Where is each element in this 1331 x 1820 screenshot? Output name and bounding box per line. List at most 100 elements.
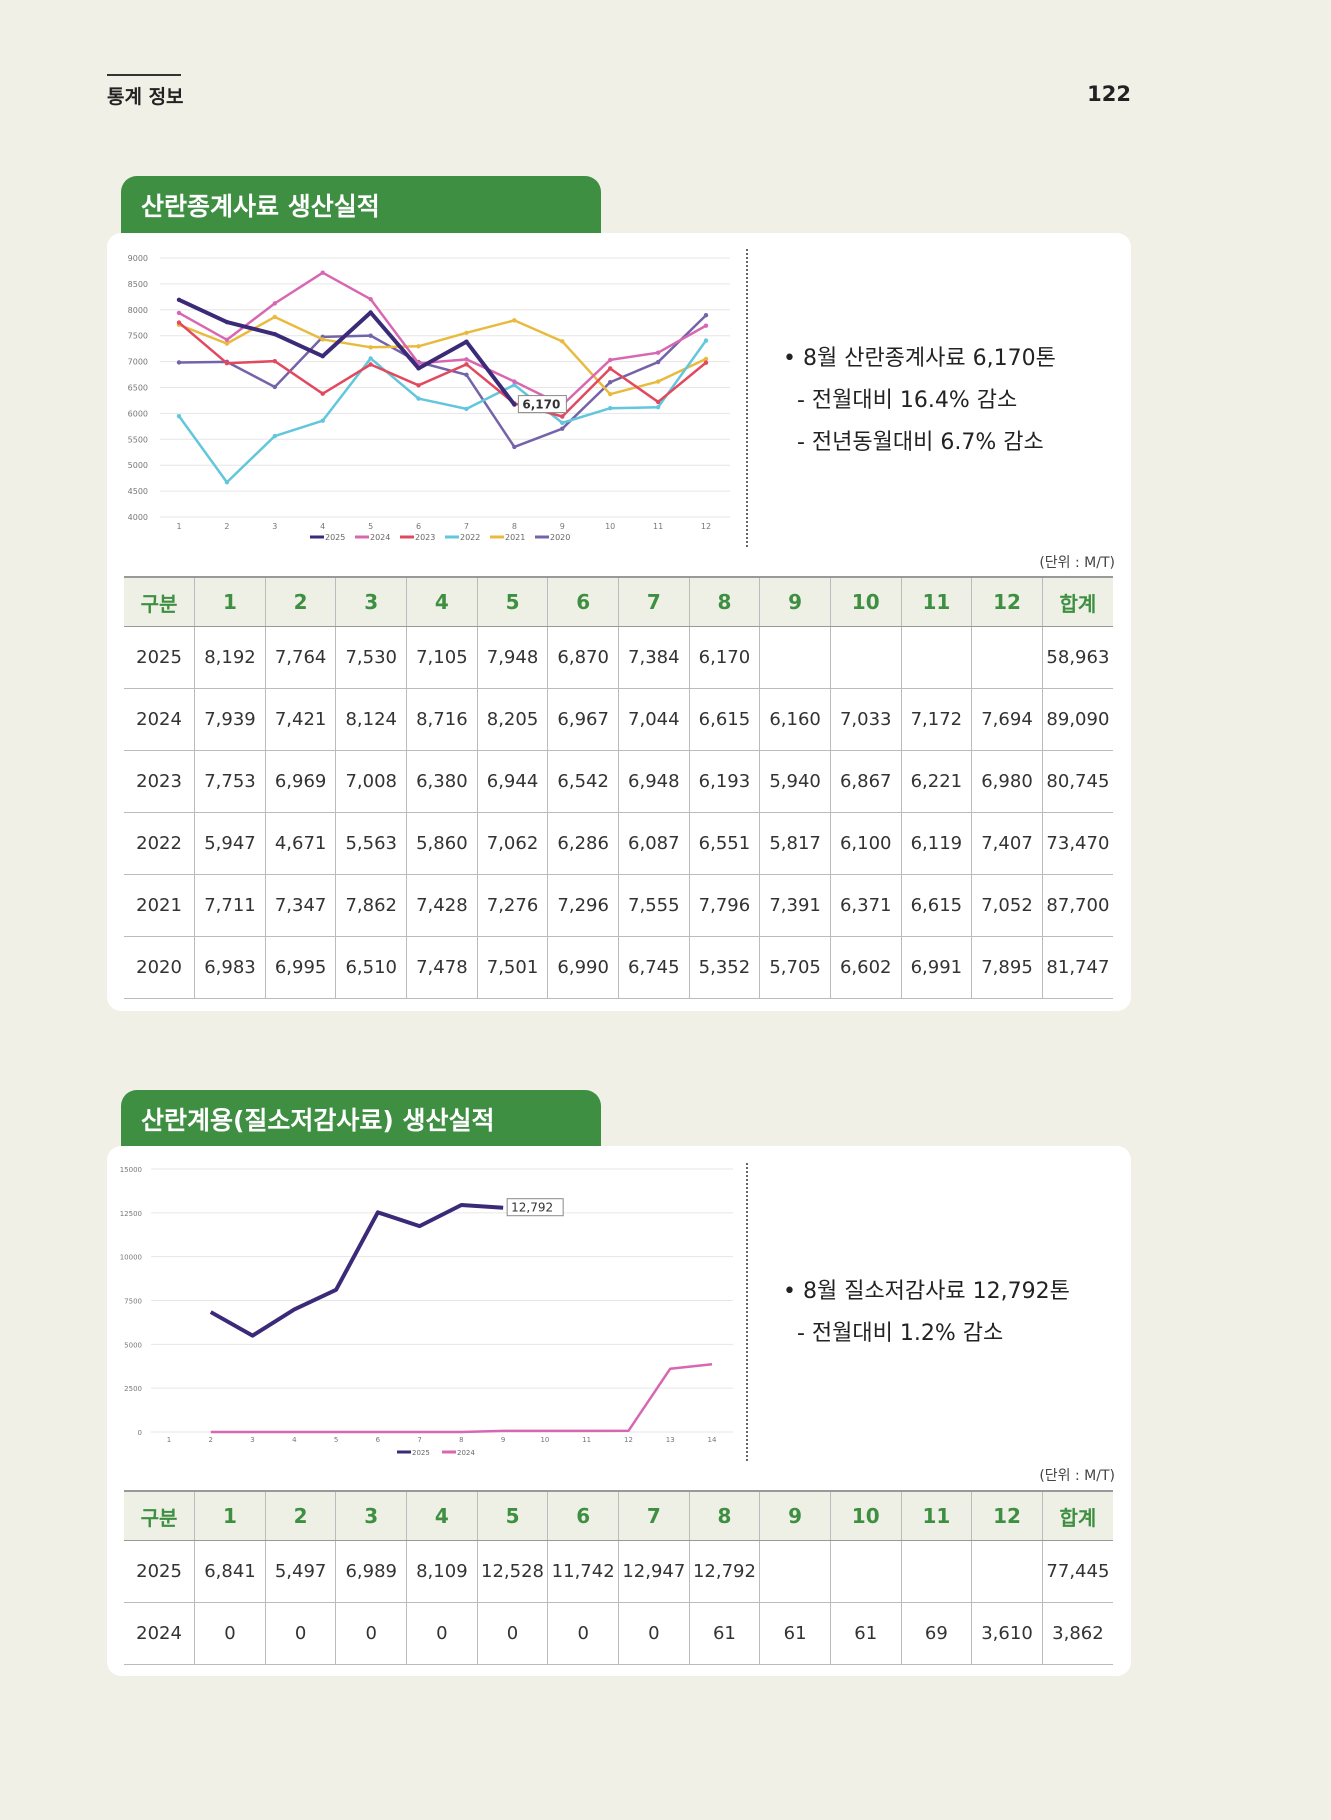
column-header: 1 [194, 1490, 266, 1541]
table-cell: 7,347 [264, 874, 336, 937]
y-tick-label: 8000 [128, 306, 148, 315]
table-cell: 7,276 [476, 874, 548, 937]
table-cell: 7,172 [900, 688, 972, 751]
table-cell: 7,764 [264, 626, 336, 689]
y-tick-label: 0 [138, 1429, 142, 1437]
x-tick-label: 2 [224, 522, 229, 531]
row-year: 2024 [124, 1602, 195, 1665]
x-tick-label: 7 [417, 1436, 421, 1444]
table-cell: 0 [476, 1602, 548, 1665]
table-cell: 6,989 [335, 1540, 407, 1603]
table-cell: 61 [829, 1602, 902, 1665]
data-point [416, 383, 421, 388]
y-tick-label: 6500 [128, 384, 148, 393]
data-point [368, 310, 373, 315]
summary-line: - 전월대비 1.2% 감소 [797, 1321, 1004, 1346]
column-header: 9 [759, 1490, 831, 1541]
table-row: 2021 7,711 7,347 7,862 7,428 7,276 7,296 7,555 7… [124, 874, 1113, 937]
table-cell: 7,407 [971, 812, 1043, 875]
column-header: 10 [829, 576, 902, 627]
table-cell: 6,990 [547, 936, 619, 999]
table-cell: 7,939 [194, 688, 266, 751]
table-cell: 7,062 [476, 812, 548, 875]
row-year: 2024 [124, 688, 195, 751]
data-point [512, 318, 517, 323]
data-point [655, 399, 661, 405]
table-cell: 87,700 [1041, 874, 1113, 937]
y-tick-label: 5000 [128, 461, 148, 470]
unit-label: (단위 : M/T) [1039, 1468, 1115, 1484]
data-point [512, 444, 517, 450]
table-cell: 7,796 [688, 874, 760, 937]
table-cell: 7,478 [406, 936, 478, 999]
data-point [176, 320, 182, 325]
table-cell: 12,792 [688, 1540, 760, 1603]
table-cell: 7,384 [617, 626, 690, 689]
data-point [703, 313, 709, 318]
table-row: 2022 5,947 4,671 5,563 5,860 7,062 6,286 6,087 6… [124, 812, 1113, 875]
y-tick-label: 7000 [128, 358, 148, 367]
table-cell: 5,497 [264, 1540, 336, 1603]
column-header: 3 [335, 1490, 407, 1541]
data-label-box [506, 1198, 564, 1217]
table-row: 2023 7,753 6,969 7,008 6,380 6,944 6,542 6,948 6… [124, 750, 1113, 813]
table-cell [900, 626, 972, 689]
y-tick-label: 6000 [128, 409, 148, 418]
column-header: 10 [829, 1490, 902, 1541]
table-cell [829, 626, 902, 689]
data-point [368, 296, 373, 302]
table-cell: 6,380 [406, 750, 478, 813]
column-header: 11 [900, 1490, 972, 1541]
column-header: 5 [476, 1490, 548, 1541]
column-header: 1 [194, 576, 266, 627]
row-year: 2025 [124, 1540, 195, 1603]
table-cell: 6,967 [547, 688, 619, 751]
column-header: 구분 [124, 1490, 195, 1541]
column-header: 6 [547, 1490, 619, 1541]
data-point [368, 333, 373, 338]
legend-label: 2023 [415, 533, 435, 542]
section-1-table: 구분 1 2 3 4 5 6 7 8 9 10 11 12 합계 2025 8,192 7,764 7,530 7,… [124, 576, 1113, 999]
column-header: 6 [547, 576, 619, 627]
data-point [224, 480, 230, 485]
table-cell: 6,615 [900, 874, 972, 937]
data-point [320, 337, 325, 342]
data-point [224, 361, 230, 366]
data-point [655, 350, 661, 355]
table-cell: 12,947 [617, 1540, 690, 1603]
x-tick-label: 10 [540, 1436, 549, 1444]
table-header-row: 구분 1 2 3 4 5 6 7 8 9 10 11 12 합계 [124, 576, 1113, 627]
data-point [703, 356, 709, 362]
data-point [607, 357, 613, 363]
table-cell: 7,052 [971, 874, 1043, 937]
legend-label: 2025 [325, 533, 345, 542]
data-point [560, 414, 565, 419]
data-label: 6,170 [522, 398, 560, 412]
table-cell: 81,747 [1041, 936, 1113, 999]
table-cell: 80,745 [1041, 750, 1113, 813]
series-line-2024 [210, 1363, 713, 1434]
table-cell: 5,860 [406, 812, 478, 875]
data-point [320, 418, 325, 423]
x-tick-label: 1 [176, 522, 181, 531]
table-cell [971, 626, 1043, 689]
data-point [272, 384, 278, 390]
table-cell: 5,817 [759, 812, 831, 875]
table-cell: 6,745 [617, 936, 690, 999]
data-point [703, 360, 709, 365]
x-tick-label: 12 [701, 522, 711, 531]
data-point [655, 405, 661, 410]
data-point [607, 391, 613, 397]
table-cell: 6,286 [547, 812, 619, 875]
table-cell: 7,555 [617, 874, 690, 937]
table-header-row: 구분 1 2 3 4 5 6 7 8 9 10 11 12 합계 [124, 1490, 1113, 1541]
y-tick-label: 7500 [124, 1298, 142, 1306]
column-header: 2 [264, 1490, 336, 1541]
x-tick-label: 8 [459, 1436, 463, 1444]
x-tick-label: 14 [708, 1436, 717, 1444]
x-tick-label: 11 [582, 1436, 591, 1444]
table-row: 2025 6,841 5,497 6,989 8,109 12,528 11,742 12,9… [124, 1540, 1113, 1603]
data-point [224, 319, 230, 325]
data-point [464, 330, 469, 336]
